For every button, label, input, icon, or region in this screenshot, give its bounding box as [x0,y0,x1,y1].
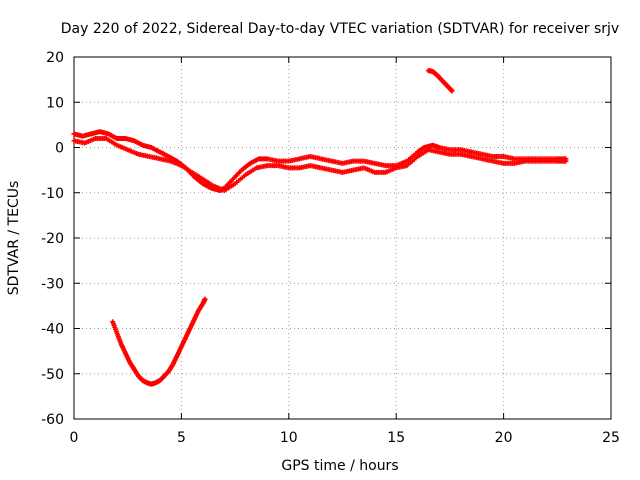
y-tick-label: 20 [46,50,64,66]
data-point [563,158,569,164]
y-tick-label: -10 [41,186,64,202]
x-axis-label: GPS time / hours [281,458,398,474]
y-tick-label: 0 [55,141,64,157]
y-tick-label: -20 [41,231,64,247]
data-point [449,88,455,94]
x-tick-label: 15 [387,430,405,446]
y-tick-label: -50 [41,367,64,383]
series-deep-dip-arc [110,296,208,387]
data-points [71,68,569,387]
y-tick-label: -30 [41,276,64,292]
x-tick-label: 25 [602,430,620,446]
series-short-arc-upper-right [425,68,455,94]
x-tick-label: 0 [70,430,79,446]
x-tick-label: 20 [495,430,513,446]
data-point [202,296,208,302]
x-tick-label: 10 [280,430,298,446]
y-tick-label: 10 [46,95,64,111]
series-main-trace-lower [71,135,569,193]
y-tick-label: -60 [41,412,64,428]
x-tick-label: 5 [177,430,186,446]
axis-ticks: 0 5 10 15 20 25 -60 -50 -40 -30 -20 -10 0 10 20 [41,50,620,446]
chart-title: Day 220 of 2022, Sidereal Day-to-day VTE… [61,21,619,37]
y-tick-label: -40 [41,322,64,338]
grid-lines [74,57,611,419]
y-axis-label: SDTVAR / TECUs [6,181,22,296]
